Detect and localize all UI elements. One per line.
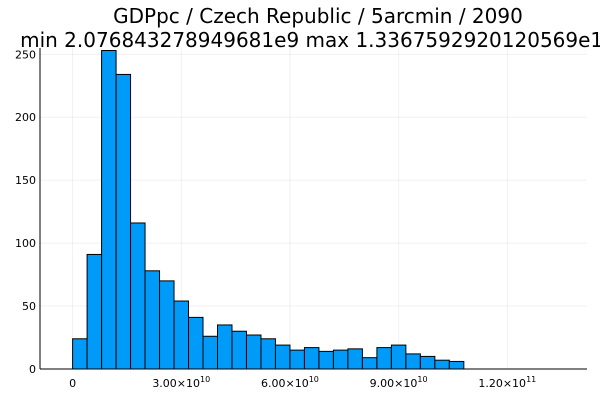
histogram-bar: [245, 334, 262, 370]
histogram-bar: [289, 349, 305, 370]
histogram-bar: [260, 338, 276, 370]
y-tick-label: 250: [15, 48, 36, 61]
x-tick-label: 0: [69, 377, 76, 390]
histogram-bar: [217, 324, 233, 370]
bars: [72, 50, 465, 370]
y-tick-label: 200: [15, 111, 36, 124]
histogram-bar: [347, 348, 363, 370]
x-tick-labels: 0 3.00×1010 6.00×1010 9.00×1010 1.20×1011: [69, 375, 536, 390]
histogram-bar: [72, 338, 88, 370]
histogram-bar: [130, 222, 146, 370]
histogram-bar: [332, 349, 349, 370]
x-tick-label: 1.20×1011: [478, 375, 536, 390]
histogram-bar: [448, 360, 465, 370]
histogram-bar: [376, 347, 392, 370]
histogram-bar: [419, 355, 436, 370]
histogram-bar: [318, 350, 334, 370]
y-tick-label: 0: [29, 363, 36, 376]
x-tick-label: 9.00×1010: [370, 375, 428, 390]
histogram-bar: [405, 353, 421, 370]
histogram-bar: [188, 316, 204, 370]
x-tick-label: 6.00×1010: [261, 375, 319, 390]
chart-title: GDPpc / Czech Republic / 5arcmin / 2090: [113, 4, 523, 28]
y-tick-labels: 0 50 100 150 200 250: [15, 48, 36, 376]
y-tick-label: 150: [15, 174, 36, 187]
x-tick-label: 3.00×1010: [152, 375, 210, 390]
histogram-bar: [274, 344, 291, 370]
histogram-bar: [159, 280, 175, 370]
histogram-bar: [202, 335, 219, 370]
histogram-bar: [390, 344, 407, 370]
axes: [39, 48, 587, 370]
histogram-bar: [86, 253, 103, 370]
y-tick-label: 100: [15, 237, 36, 250]
histogram-bar: [303, 347, 320, 370]
histogram-bar: [144, 270, 161, 370]
chart-subtitle: min 2.076843278949681e9 max 1.3367592920…: [20, 28, 600, 52]
histogram-bar: [173, 300, 190, 370]
histogram-bar: [434, 359, 450, 370]
histogram-bar: [231, 330, 247, 370]
histogram-bar: [101, 50, 117, 370]
histogram-bar: [361, 357, 378, 370]
histogram-bar: [115, 73, 132, 370]
y-tick-label: 50: [22, 300, 36, 313]
